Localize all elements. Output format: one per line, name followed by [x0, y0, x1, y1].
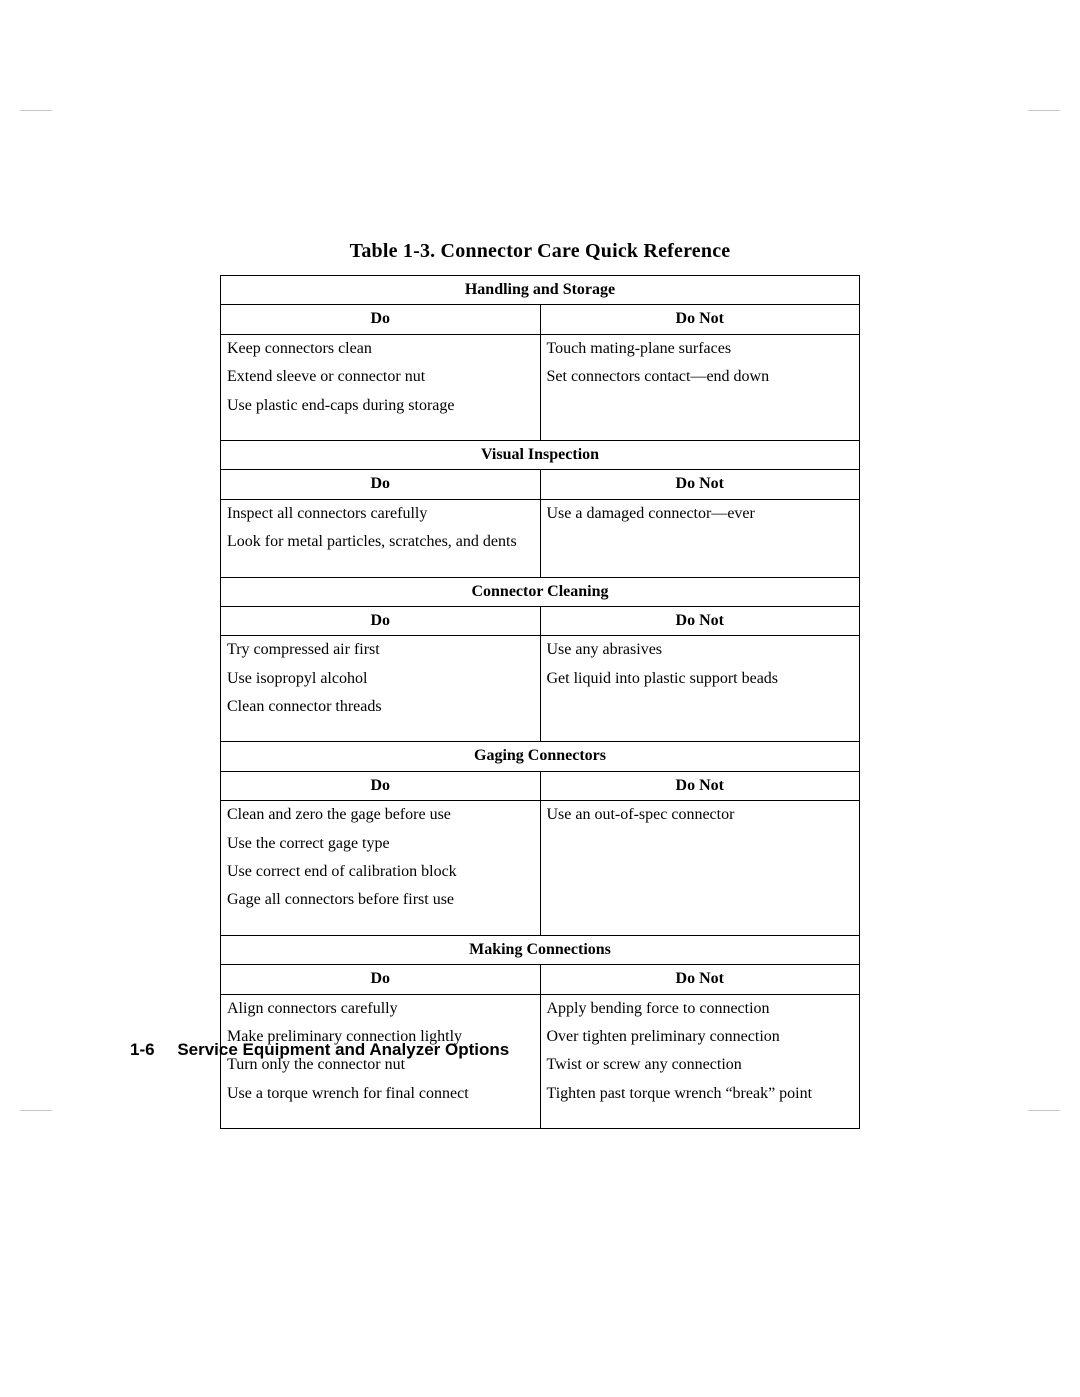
do-item: Try compressed air first: [221, 636, 541, 665]
column-header-do: Do: [221, 606, 541, 635]
do-item: Clean connector threads: [221, 693, 541, 721]
cell-spacer: [540, 557, 860, 578]
do-item: Extend sleeve or connector nut: [221, 363, 541, 391]
crop-mark: [1028, 1110, 1060, 1111]
dont-item: Use a damaged connector—ever: [540, 499, 860, 528]
page-footer: 1-6 Service Equipment and Analyzer Optio…: [130, 1040, 509, 1060]
cell-spacer: [221, 915, 541, 936]
crop-mark: [1028, 110, 1060, 111]
column-header-dont: Do Not: [540, 965, 860, 994]
section-header: Making Connections: [221, 935, 860, 964]
table-title: Table 1-3. Connector Care Quick Referenc…: [130, 240, 950, 263]
connector-care-table: Handling and Storage Do Do Not Keep conn…: [220, 275, 860, 1129]
column-header-do: Do: [221, 965, 541, 994]
cell-spacer: [221, 557, 541, 578]
crop-mark: [20, 1110, 52, 1111]
dont-item: [540, 830, 860, 858]
cell-spacer: [540, 915, 860, 936]
do-item: Use a torque wrench for final connect: [221, 1080, 541, 1108]
dont-item: Get liquid into plastic support beads: [540, 665, 860, 693]
dont-item: Use an out-of-spec connector: [540, 801, 860, 830]
dont-item: [540, 886, 860, 914]
do-item: Align connectors carefully: [221, 994, 541, 1023]
column-header-dont: Do Not: [540, 606, 860, 635]
cell-spacer: [540, 420, 860, 441]
dont-item: Tighten past torque wrench “break” point: [540, 1080, 860, 1108]
do-item: Use isopropyl alcohol: [221, 665, 541, 693]
cell-spacer: [221, 420, 541, 441]
section-header: Handling and Storage: [221, 276, 860, 305]
chapter-title: Service Equipment and Analyzer Options: [177, 1040, 509, 1059]
dont-item: Touch mating-plane surfaces: [540, 334, 860, 363]
section-header: Connector Cleaning: [221, 577, 860, 606]
do-item: Keep connectors clean: [221, 334, 541, 363]
section-header: Gaging Connectors: [221, 742, 860, 771]
dont-item: Use any abrasives: [540, 636, 860, 665]
do-item: Clean and zero the gage before use: [221, 801, 541, 830]
dont-item: Apply bending force to connection: [540, 994, 860, 1023]
do-item: Inspect all connectors carefully: [221, 499, 541, 528]
do-item: Look for metal particles, scratches, and…: [221, 528, 541, 556]
dont-item: Over tighten preliminary connection: [540, 1023, 860, 1051]
column-header-dont: Do Not: [540, 771, 860, 800]
cell-spacer: [540, 721, 860, 742]
column-header-do: Do: [221, 470, 541, 499]
dont-item: [540, 392, 860, 420]
do-item: Use the correct gage type: [221, 830, 541, 858]
dont-item: [540, 858, 860, 886]
do-item: Gage all connectors before first use: [221, 886, 541, 914]
section-header: Visual Inspection: [221, 440, 860, 469]
page: Table 1-3. Connector Care Quick Referenc…: [0, 0, 1080, 1397]
cell-spacer: [221, 1108, 541, 1129]
column-header-do: Do: [221, 771, 541, 800]
crop-mark: [20, 110, 52, 111]
cell-spacer: [221, 721, 541, 742]
dont-item: [540, 693, 860, 721]
dont-item: Twist or screw any connection: [540, 1051, 860, 1079]
do-item: Use correct end of calibration block: [221, 858, 541, 886]
column-header-dont: Do Not: [540, 305, 860, 334]
page-number: 1-6: [130, 1040, 155, 1059]
cell-spacer: [540, 1108, 860, 1129]
column-header-do: Do: [221, 305, 541, 334]
dont-item: [540, 528, 860, 556]
dont-item: Set connectors contact—end down: [540, 363, 860, 391]
do-item: Use plastic end-caps during storage: [221, 392, 541, 420]
column-header-dont: Do Not: [540, 470, 860, 499]
